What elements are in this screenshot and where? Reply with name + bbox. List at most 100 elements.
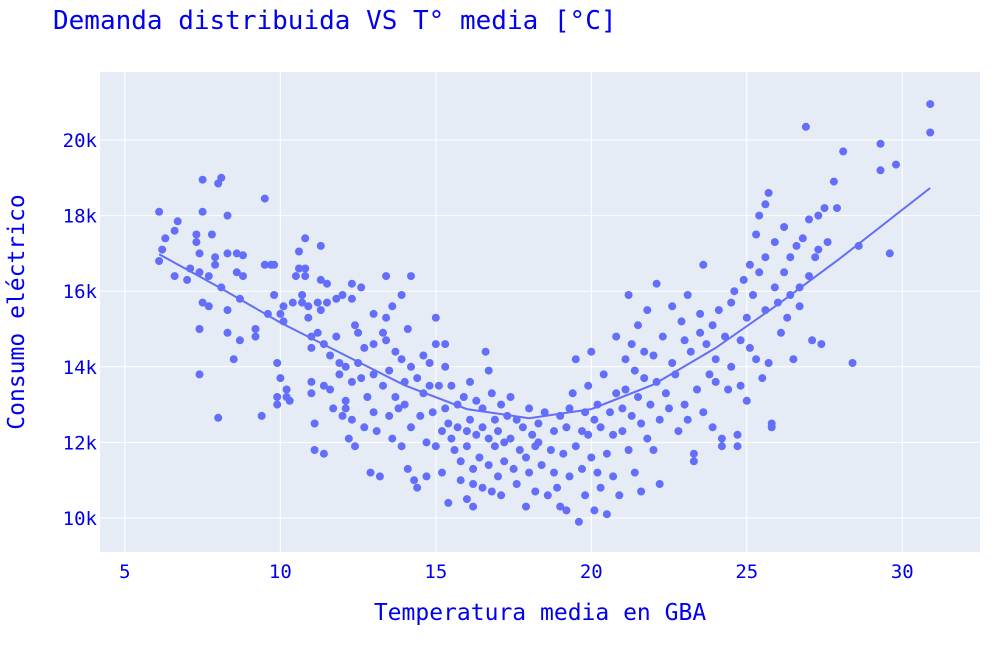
data-point (379, 328, 387, 337)
data-point (351, 442, 359, 451)
data-point (537, 461, 546, 470)
data-point (528, 430, 537, 439)
data-point (232, 249, 241, 258)
data-point (805, 272, 813, 281)
data-point (596, 483, 605, 492)
data-point (273, 393, 282, 401)
data-point (854, 241, 863, 250)
data-point (394, 404, 403, 413)
data-point (170, 272, 179, 281)
data-point (559, 449, 568, 458)
data-point (223, 211, 232, 220)
data-point (357, 283, 366, 292)
data-point (285, 396, 294, 405)
data-point (808, 336, 817, 345)
data-point (761, 253, 770, 262)
data-point (301, 264, 310, 273)
data-point (711, 377, 720, 386)
data-point (637, 419, 646, 428)
data-point (447, 434, 456, 443)
data-point (668, 302, 677, 311)
data-point (211, 253, 220, 262)
data-point (801, 122, 810, 131)
data-point (683, 415, 692, 424)
data-point (658, 332, 667, 341)
data-point (407, 423, 415, 432)
data-point (459, 393, 468, 401)
data-point (288, 298, 297, 307)
data-point (500, 438, 509, 447)
data-point (876, 139, 885, 148)
x-axis-ticks: 5 10 15 20 25 30 (119, 561, 914, 583)
data-point (780, 268, 789, 277)
data-point (689, 457, 698, 466)
data-point (490, 415, 499, 424)
data-point (382, 272, 391, 281)
y-tick-label: 12k (63, 432, 98, 454)
data-point (553, 483, 562, 492)
data-point (239, 251, 247, 260)
data-point (316, 275, 325, 284)
data-point (329, 404, 338, 413)
data-point (469, 502, 478, 511)
data-point (484, 366, 493, 375)
data-point (584, 430, 593, 439)
data-point (298, 298, 307, 307)
data-point (550, 468, 558, 477)
trend-line-group (158, 187, 931, 420)
data-point (829, 177, 838, 186)
data-point (211, 260, 220, 269)
y-tick-label: 18k (63, 206, 98, 228)
data-point (640, 347, 649, 356)
data-point (497, 491, 506, 500)
data-point (540, 408, 549, 417)
data-point (525, 468, 534, 477)
x-tick-label: 10 (269, 561, 292, 583)
data-point (764, 188, 773, 197)
data-point (752, 230, 761, 239)
data-point (323, 279, 331, 288)
data-point (839, 147, 848, 156)
x-tick-label: 25 (735, 561, 758, 583)
data-point (534, 438, 543, 447)
data-point (730, 287, 739, 296)
data-point (456, 457, 465, 466)
data-point (444, 419, 453, 428)
data-point (497, 400, 506, 409)
data-point (155, 207, 164, 216)
data-point (307, 377, 316, 386)
grid-lines (100, 72, 980, 552)
data-point (758, 374, 767, 383)
data-point (341, 404, 350, 413)
data-point (301, 234, 310, 243)
data-point (223, 249, 232, 258)
data-point (403, 464, 412, 473)
data-point (534, 419, 543, 428)
data-point (926, 128, 935, 137)
data-point (214, 413, 223, 422)
data-point (316, 241, 325, 250)
data-point (397, 291, 406, 299)
data-point (403, 325, 412, 333)
data-point (500, 457, 509, 466)
data-point (441, 362, 450, 371)
data-point (568, 389, 577, 398)
data-point (379, 381, 387, 390)
data-point (811, 253, 820, 262)
data-point (786, 253, 795, 262)
data-point (385, 366, 394, 375)
data-point (301, 272, 310, 281)
data-point (885, 249, 894, 258)
y-tick-label: 20k (63, 130, 98, 152)
data-point (304, 313, 313, 322)
data-point (618, 404, 627, 413)
data-point (313, 298, 322, 307)
data-point (357, 374, 366, 383)
data-point (565, 404, 574, 413)
data-point (338, 411, 347, 420)
data-point (643, 306, 652, 315)
data-point (543, 491, 552, 500)
data-point (422, 472, 431, 481)
data-point (742, 313, 751, 322)
data-point (814, 211, 823, 220)
